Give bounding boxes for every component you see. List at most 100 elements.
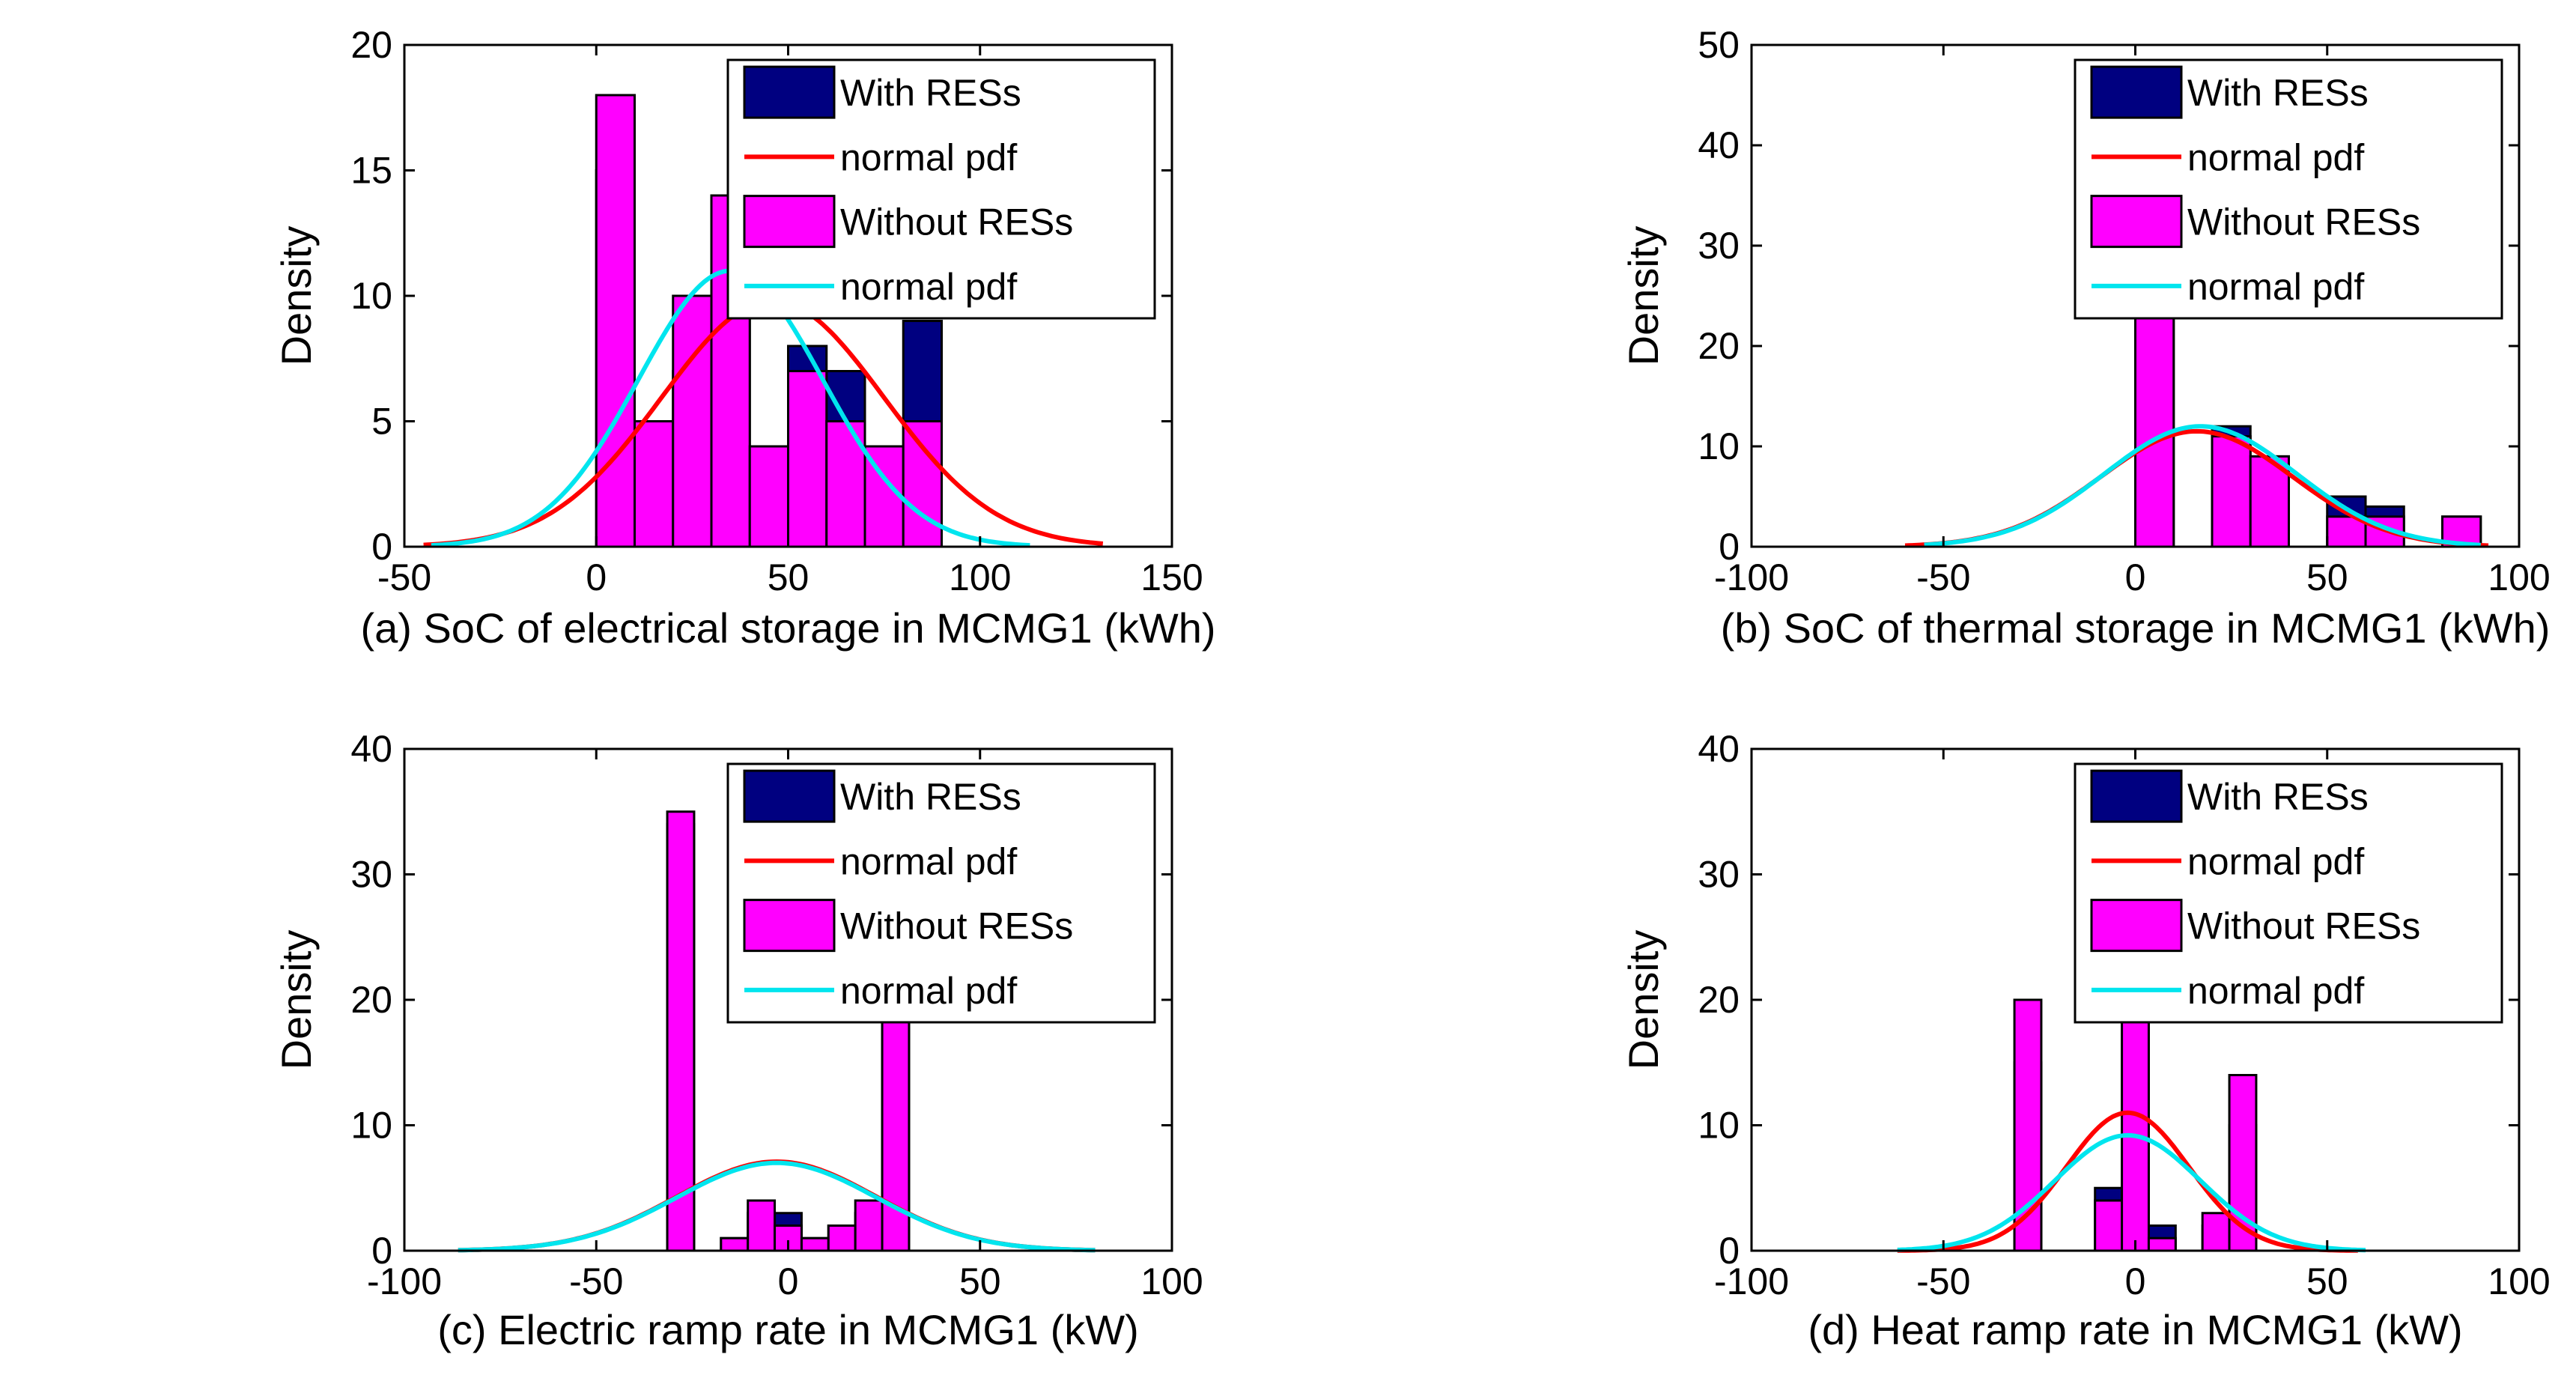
y-axis-label: Density [1620,930,1667,1070]
panel-caption: (b) SoC of thermal storage in MCMG1 (kWh… [1721,604,2551,652]
y-tick-label: 30 [1698,854,1740,896]
x-tick-label: -50 [569,1260,623,1302]
legend-swatch [2090,195,2183,249]
panel-caption: (a) SoC of electrical storage in MCMG1 (… [360,604,1215,652]
legend-label: With RESs [840,72,1021,114]
x-tick-label: -100 [1714,1260,1789,1302]
bar-without-ress [666,810,696,1252]
y-tick-label: 10 [1698,1105,1740,1147]
legend: With RESs normal pdf Without RESs normal pd… [2074,762,2503,1024]
y-tick-label: 20 [350,979,392,1021]
bar-without-ress [2211,435,2252,548]
y-tick-label: 0 [371,1230,392,1272]
bar-without-ress [800,1236,830,1252]
x-tick-label: -100 [1714,556,1789,598]
x-tick-label: -100 [367,1260,442,1302]
legend-label: With RESs [2187,776,2369,818]
bar-without-ress [595,94,636,548]
legend-label: Without RESs [2187,201,2420,243]
x-tick-label: 0 [778,1260,799,1302]
panel-d: -100 -50 0 50 100 0 10 20 30 40 Density (d) Heat ra… [1620,728,2551,1353]
normal-pdf-curve-red [1897,1110,2358,1253]
y-tick-label: 40 [1698,728,1740,770]
y-tick-label: 10 [350,1105,392,1147]
y-tick-label: 30 [1698,225,1740,267]
x-tick-label: 0 [2125,556,2146,598]
bar-without-ress [2013,998,2043,1252]
bar-without-ress [902,420,943,548]
legend-swatch [2090,65,2183,119]
legend-label: normal pdf [2187,266,2364,308]
bar-without-ress [748,445,789,548]
x-tick-label: 100 [2488,1260,2550,1302]
y-tick-label: 40 [1698,124,1740,166]
legend-label: normal pdf [840,970,1017,1012]
bar-without-ress [2201,1212,2231,1252]
legend: With RESs normal pdf Without RESs normal pd… [2074,58,2503,320]
legend-swatch [743,769,836,823]
y-tick-label: 20 [350,24,392,66]
legend-label: normal pdf [840,840,1017,882]
y-tick-label: 0 [1719,1230,1740,1272]
normal-pdf-curve-cyan [1924,424,2481,547]
panel-c: -100 -50 0 50 100 0 10 20 30 40 Density (c) Electri… [273,728,1203,1353]
y-tick-label: 20 [1698,979,1740,1021]
x-tick-label: 50 [959,1260,1001,1302]
x-tick-label: 50 [2306,1260,2348,1302]
y-axis-label: Density [273,930,320,1070]
legend-swatch [743,195,836,249]
legend-swatch [743,65,836,119]
x-tick-label: 150 [1140,556,1203,598]
legend-label: normal pdf [840,136,1017,178]
y-tick-label: 20 [1698,325,1740,367]
legend-label: Without RESs [2187,905,2420,947]
y-tick-label: 10 [1698,425,1740,467]
legend-label: Without RESs [840,905,1073,947]
bar-without-ress [634,420,675,548]
x-tick-label: 0 [2125,1260,2146,1302]
x-tick-label: -50 [1916,1260,1970,1302]
bar-without-ress [747,1199,777,1252]
y-axis-label: Density [273,226,320,366]
normal-pdf-curve-cyan [1897,1132,2366,1253]
legend-swatch [2090,899,2183,953]
legend-label: Without RESs [840,201,1073,243]
x-tick-label: -50 [377,556,431,598]
legend-swatch [743,899,836,953]
normal-pdf-curve-cyan [458,1160,1096,1253]
bar-without-ress [787,370,828,548]
y-tick-label: 0 [1719,526,1740,568]
legend-label: normal pdf [840,266,1017,308]
y-tick-label: 30 [350,854,392,896]
x-tick-label: 0 [586,556,607,598]
y-tick-label: 0 [371,526,392,568]
x-tick-label: 100 [1140,1260,1203,1302]
x-tick-label: -50 [1916,556,1970,598]
legend: With RESs normal pdf Without RESs normal pd… [726,762,1156,1024]
legend-label: normal pdf [2187,136,2364,178]
legend-label: normal pdf [2187,970,2364,1012]
y-tick-label: 10 [350,275,392,317]
y-tick-label: 5 [371,401,392,443]
y-tick-label: 40 [350,728,392,770]
legend-label: With RESs [2187,72,2369,114]
bar-without-ress [720,1236,750,1252]
x-tick-label: 50 [2306,556,2348,598]
bar-without-ress [854,1199,884,1252]
x-tick-label: 100 [949,556,1011,598]
y-axis-label: Density [1620,226,1667,366]
bar-without-ress [2094,1199,2124,1252]
bar-without-ress [827,1224,857,1252]
legend-label: With RESs [840,776,1021,818]
panel-caption: (d) Heat ramp rate in MCMG1 (kW) [1808,1306,2462,1353]
y-tick-label: 15 [350,150,392,192]
legend-label: normal pdf [2187,840,2364,882]
bar-without-ress [2147,1236,2177,1252]
panel-caption: (c) Electric ramp rate in MCMG1 (kW) [437,1306,1139,1353]
legend-swatch [2090,769,2183,823]
y-tick-label: 50 [1698,24,1740,66]
x-tick-label: 50 [768,556,809,598]
panel-b: -100 -50 0 50 100 0 10 20 30 40 50 Density (b) SoC o… [1620,24,2551,652]
